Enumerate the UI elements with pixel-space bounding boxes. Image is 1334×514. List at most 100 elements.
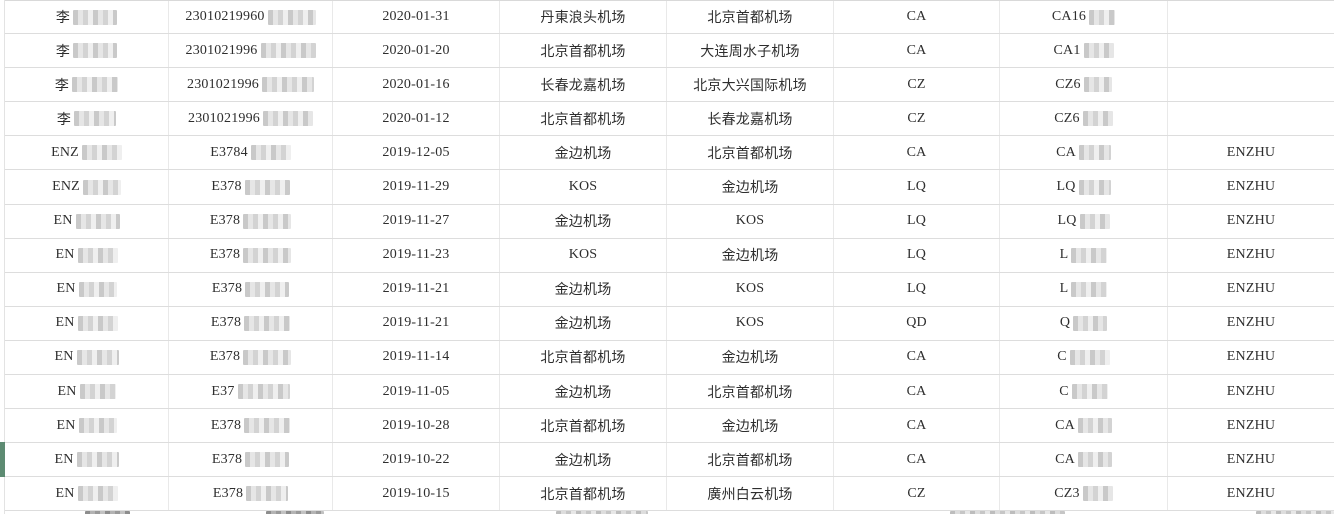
cell-id-number[interactable]: E378 <box>169 238 333 272</box>
cell-traveler-name[interactable]: ENZHU <box>1168 273 1334 306</box>
cell-departure-airport[interactable]: 丹東浪头机场 <box>500 1 667 34</box>
cell-flight-number[interactable]: CA1 <box>1000 34 1168 68</box>
cell-arrival-airport[interactable]: KOS <box>667 272 834 306</box>
cell-departure-airport[interactable]: KOS <box>500 170 667 204</box>
cell-airline-code[interactable]: CA <box>834 1 1000 34</box>
cell-traveler-name[interactable] <box>1168 68 1334 101</box>
cell-traveler-name[interactable]: ENZHU <box>1168 307 1334 340</box>
cell-departure-airport[interactable]: KOS <box>500 238 667 272</box>
cell-airline-code[interactable]: CA <box>834 340 1000 375</box>
cell-id-number[interactable]: E378 <box>169 340 333 375</box>
cell-passenger-name[interactable]: EN <box>5 443 169 477</box>
cell-arrival-airport[interactable]: 金边机场 <box>667 340 834 375</box>
cell-arrival-airport[interactable]: 北京首都机场 <box>667 1 834 34</box>
cell-flight-number[interactable]: CA16 <box>1000 1 1168 34</box>
cell-id-number[interactable]: E378 <box>169 170 333 204</box>
cell-passenger-name[interactable]: EN <box>5 409 169 443</box>
cell-departure-airport[interactable]: 北京首都机场 <box>500 102 667 136</box>
cell-airline-code[interactable]: CA <box>834 136 1000 170</box>
cell-passenger-name[interactable]: ENZ <box>5 170 169 204</box>
cell-arrival-airport[interactable]: 北京首都机场 <box>667 375 834 409</box>
cell-arrival-airport[interactable]: 廣州白云机场 <box>667 477 834 511</box>
cell-departure-airport[interactable]: 金边机场 <box>500 272 667 306</box>
cell-flight-date[interactable]: 2019-11-23 <box>333 238 500 272</box>
cell-airline-code[interactable]: CA <box>834 409 1000 443</box>
cell-id-number[interactable]: E3784 <box>169 136 333 170</box>
cell-passenger-name[interactable]: ENZ <box>5 136 169 170</box>
cell-airline-code[interactable]: LQ <box>834 238 1000 272</box>
cell-departure-airport[interactable]: 金边机场 <box>500 375 667 409</box>
cell-airline-code[interactable]: QD <box>834 306 1000 340</box>
cell-id-number[interactable]: E378 <box>169 272 333 306</box>
cell-departure-airport[interactable]: 金边机场 <box>500 136 667 170</box>
cell-flight-number[interactable]: CA <box>1000 409 1168 443</box>
cell-traveler-name[interactable]: ENZHU <box>1168 205 1334 238</box>
cell-traveler-name[interactable]: ENZHU <box>1168 443 1334 476</box>
cell-flight-number[interactable]: L <box>1000 238 1168 272</box>
cell-airline-code[interactable]: CZ <box>834 68 1000 102</box>
cell-arrival-airport[interactable]: 北京大兴国际机场 <box>667 68 834 102</box>
cell-passenger-name[interactable]: EN <box>5 340 169 375</box>
cell-passenger-name[interactable]: EN <box>5 204 169 238</box>
cell-departure-airport[interactable]: 金边机场 <box>500 306 667 340</box>
cell-airline-code[interactable]: CZ <box>834 102 1000 136</box>
cell-passenger-name[interactable]: EN <box>5 306 169 340</box>
cell-traveler-name[interactable]: ENZHU <box>1168 341 1334 374</box>
cell-traveler-name[interactable]: ENZHU <box>1168 477 1334 510</box>
cell-flight-number[interactable]: L <box>1000 272 1168 306</box>
cell-passenger-name[interactable]: EN <box>5 272 169 306</box>
cell-id-number[interactable]: E378 <box>169 204 333 238</box>
cell-traveler-name[interactable]: ENZHU <box>1168 136 1334 169</box>
cell-flight-number[interactable]: CA <box>1000 136 1168 170</box>
cell-flight-date[interactable]: 2019-11-29 <box>333 170 500 204</box>
cell-flight-date[interactable]: 2019-11-14 <box>333 340 500 375</box>
cell-flight-number[interactable]: CZ6 <box>1000 68 1168 102</box>
cell-arrival-airport[interactable]: 长春龙嘉机场 <box>667 102 834 136</box>
cell-flight-number[interactable]: CA <box>1000 443 1168 477</box>
cell-departure-airport[interactable]: 金边机场 <box>500 204 667 238</box>
cell-departure-airport[interactable]: 长春龙嘉机场 <box>500 68 667 102</box>
cell-id-number[interactable]: E378 <box>169 477 333 511</box>
cell-traveler-name[interactable] <box>1168 1 1334 33</box>
cell-flight-number[interactable]: LQ <box>1000 170 1168 204</box>
cell-departure-airport[interactable]: 金边机场 <box>500 443 667 477</box>
cell-passenger-name[interactable]: EN <box>5 477 169 511</box>
cell-id-number[interactable]: E378 <box>169 409 333 443</box>
cell-arrival-airport[interactable]: 北京首都机场 <box>667 443 834 477</box>
cell-flight-number[interactable]: CZ3 <box>1000 477 1168 511</box>
cell-flight-number[interactable]: C <box>1000 375 1168 409</box>
cell-airline-code[interactable]: CA <box>834 443 1000 477</box>
cell-traveler-name[interactable]: ENZHU <box>1168 375 1334 408</box>
cell-id-number[interactable]: E378 <box>169 306 333 340</box>
cell-traveler-name[interactable]: ENZHU <box>1168 170 1334 203</box>
cell-flight-date[interactable]: 2020-01-12 <box>333 102 500 136</box>
cell-flight-number[interactable]: Q <box>1000 306 1168 340</box>
cell-id-number[interactable]: 2301021996 <box>169 68 333 102</box>
cell-arrival-airport[interactable]: 大连周水子机场 <box>667 34 834 68</box>
cell-traveler-name[interactable]: ENZHU <box>1168 239 1334 272</box>
cell-flight-number[interactable]: C <box>1000 340 1168 375</box>
cell-flight-date[interactable]: 2019-10-28 <box>333 409 500 443</box>
cell-airline-code[interactable]: CZ <box>834 477 1000 511</box>
cell-passenger-name[interactable]: EN <box>5 238 169 272</box>
cell-traveler-name[interactable]: ENZHU <box>1168 409 1334 442</box>
cell-id-number[interactable]: 23010219960 <box>169 1 333 34</box>
cell-passenger-name[interactable]: 李 <box>5 34 169 68</box>
cell-traveler-name[interactable] <box>1168 102 1334 135</box>
cell-arrival-airport[interactable]: KOS <box>667 204 834 238</box>
cell-arrival-airport[interactable]: 金边机场 <box>667 238 834 272</box>
cell-id-number[interactable]: E378 <box>169 443 333 477</box>
cell-id-number[interactable]: E37 <box>169 375 333 409</box>
cell-airline-code[interactable]: CA <box>834 375 1000 409</box>
cell-departure-airport[interactable]: 北京首都机场 <box>500 340 667 375</box>
cell-airline-code[interactable]: LQ <box>834 272 1000 306</box>
cell-passenger-name[interactable]: 李 <box>5 102 169 136</box>
cell-arrival-airport[interactable]: KOS <box>667 306 834 340</box>
cell-traveler-name[interactable] <box>1168 34 1334 67</box>
cell-passenger-name[interactable]: EN <box>5 375 169 409</box>
cell-flight-date[interactable]: 2020-01-16 <box>333 68 500 102</box>
cell-passenger-name[interactable]: 李 <box>5 1 169 34</box>
cell-airline-code[interactable]: LQ <box>834 204 1000 238</box>
cell-flight-date[interactable]: 2019-10-22 <box>333 443 500 477</box>
cell-flight-number[interactable]: LQ <box>1000 204 1168 238</box>
